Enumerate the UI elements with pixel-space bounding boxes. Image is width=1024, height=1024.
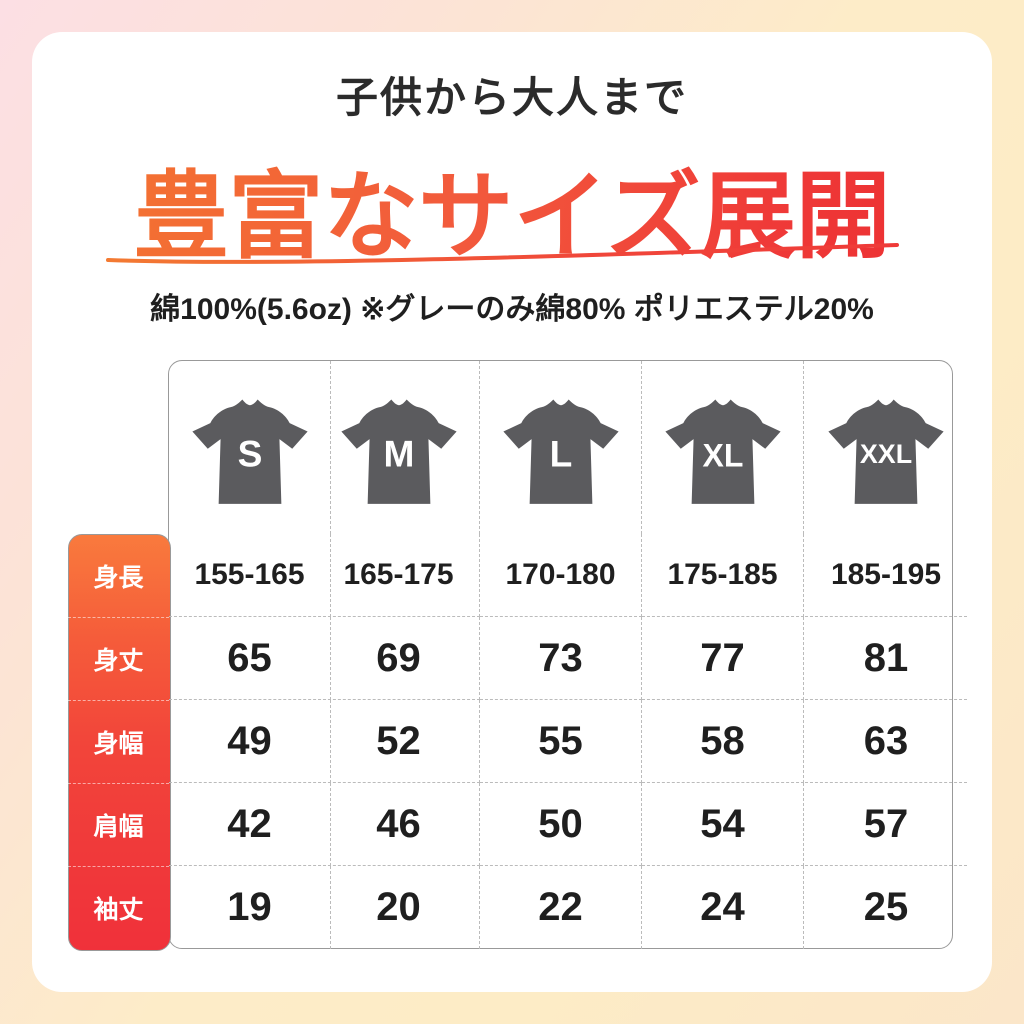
svg-text:M: M bbox=[383, 433, 414, 475]
svg-text:S: S bbox=[237, 433, 262, 475]
svg-text:XXL: XXL bbox=[860, 439, 912, 469]
svg-text:XL: XL bbox=[702, 438, 743, 474]
svg-text:L: L bbox=[549, 433, 572, 475]
